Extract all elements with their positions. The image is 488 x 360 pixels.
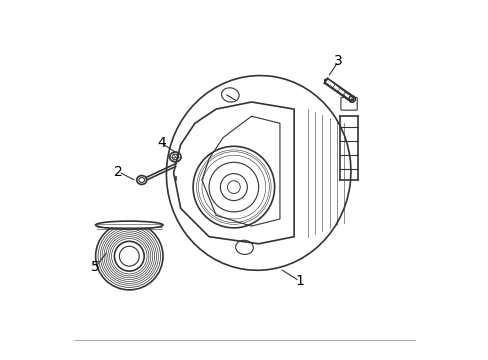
Ellipse shape xyxy=(96,221,163,229)
Text: 4: 4 xyxy=(157,136,165,150)
Text: 3: 3 xyxy=(333,54,342,68)
Text: 5: 5 xyxy=(91,260,100,274)
Text: 2: 2 xyxy=(114,165,123,179)
Text: 1: 1 xyxy=(294,274,303,288)
